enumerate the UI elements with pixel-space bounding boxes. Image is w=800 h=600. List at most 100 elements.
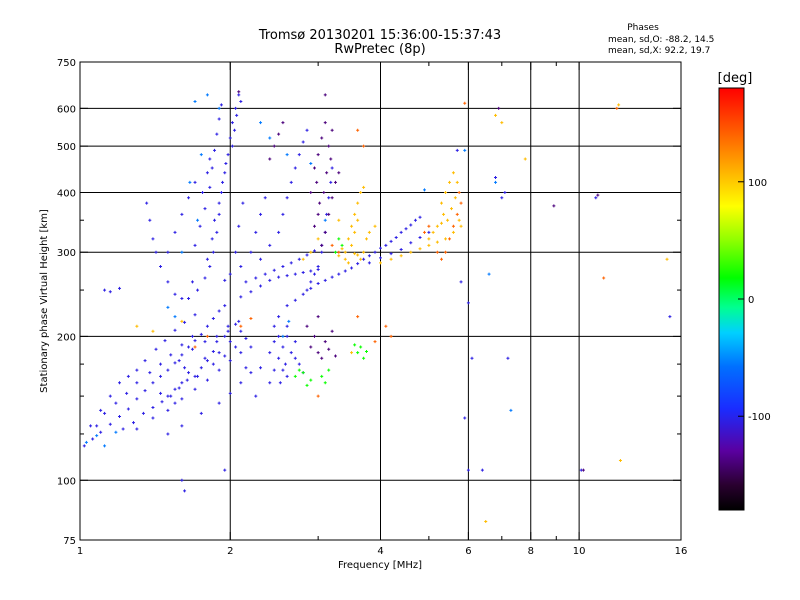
data-point <box>183 320 187 324</box>
data-point <box>316 153 320 157</box>
data-point <box>418 236 422 240</box>
data-point <box>435 250 439 254</box>
data-point <box>440 257 443 261</box>
data-point <box>151 329 155 333</box>
data-point <box>219 190 223 194</box>
data-point <box>84 440 88 444</box>
data-point <box>668 315 672 319</box>
data-point <box>118 414 122 418</box>
data-point <box>449 207 453 211</box>
data-point <box>187 371 191 375</box>
data-point <box>333 250 337 254</box>
data-point <box>487 272 491 276</box>
data-point <box>466 301 470 305</box>
data-point <box>293 272 297 276</box>
data-point <box>190 334 194 338</box>
data-point <box>215 132 219 136</box>
data-point <box>457 218 461 222</box>
data-point <box>389 257 393 261</box>
data-point <box>237 319 241 323</box>
data-point <box>509 408 513 412</box>
data-point <box>95 434 99 438</box>
data-point <box>353 252 357 256</box>
data-point <box>190 347 194 351</box>
data-point <box>323 121 327 125</box>
data-point <box>217 201 221 205</box>
data-point <box>297 153 301 157</box>
data-point <box>309 190 313 194</box>
data-point <box>143 389 147 393</box>
data-point <box>330 243 334 247</box>
data-point <box>217 401 221 405</box>
data-point <box>322 190 326 194</box>
data-point <box>272 368 276 372</box>
data-point <box>173 401 177 405</box>
chart-title: Tromsø 20130201 15:36:00-15:37:43 <box>258 28 501 43</box>
data-point <box>327 368 331 372</box>
data-point <box>188 180 192 184</box>
data-point <box>177 386 181 390</box>
data-point <box>166 394 170 398</box>
data-point <box>596 193 600 197</box>
data-point <box>422 230 426 234</box>
data-point <box>259 284 263 288</box>
data-point <box>159 362 163 366</box>
data-point <box>169 394 173 398</box>
data-point <box>217 368 221 372</box>
data-point <box>389 239 393 243</box>
data-point <box>305 128 309 132</box>
data-point <box>281 265 285 269</box>
data-point <box>353 230 357 234</box>
data-point <box>223 334 227 338</box>
data-point <box>309 161 313 165</box>
data-point <box>470 356 474 360</box>
data-point <box>484 519 488 523</box>
data-point <box>244 280 248 284</box>
data-point <box>320 250 324 254</box>
data-point <box>180 424 184 428</box>
data-point <box>173 292 177 296</box>
data-point <box>121 427 125 431</box>
data-point <box>356 351 360 355</box>
data-point <box>99 430 103 434</box>
data-point <box>301 140 305 144</box>
data-point <box>435 240 439 244</box>
data-point <box>285 274 289 278</box>
data-point <box>190 280 194 284</box>
data-point <box>199 411 203 415</box>
data-point <box>333 180 337 184</box>
data-point <box>444 190 448 194</box>
data-point <box>108 290 112 294</box>
data-point <box>353 343 357 347</box>
data-point <box>359 345 363 349</box>
data-point <box>316 212 320 216</box>
data-point <box>154 250 158 254</box>
data-point <box>618 458 622 462</box>
data-point <box>239 381 243 385</box>
data-point <box>316 394 320 398</box>
data-point <box>177 359 181 363</box>
colorbar-ticks: 100 0 -100 <box>738 178 771 423</box>
colorbar-tick-label: -100 <box>748 412 771 423</box>
data-point <box>323 230 327 234</box>
data-point <box>208 265 212 269</box>
data-point <box>455 212 459 216</box>
data-point <box>193 345 197 349</box>
data-point <box>320 356 324 360</box>
data-point <box>316 237 320 241</box>
data-point <box>333 354 337 358</box>
data-point <box>217 117 221 121</box>
data-point <box>289 261 293 265</box>
data-point <box>523 157 527 161</box>
data-point <box>234 250 238 254</box>
data-point <box>103 288 107 292</box>
data-point <box>193 243 197 247</box>
data-point <box>228 340 232 344</box>
data-point <box>459 224 463 228</box>
data-point <box>615 106 619 110</box>
data-point <box>278 381 282 385</box>
data-point <box>389 252 393 256</box>
data-point <box>126 374 130 378</box>
data-point <box>409 223 413 227</box>
data-point <box>154 347 158 351</box>
